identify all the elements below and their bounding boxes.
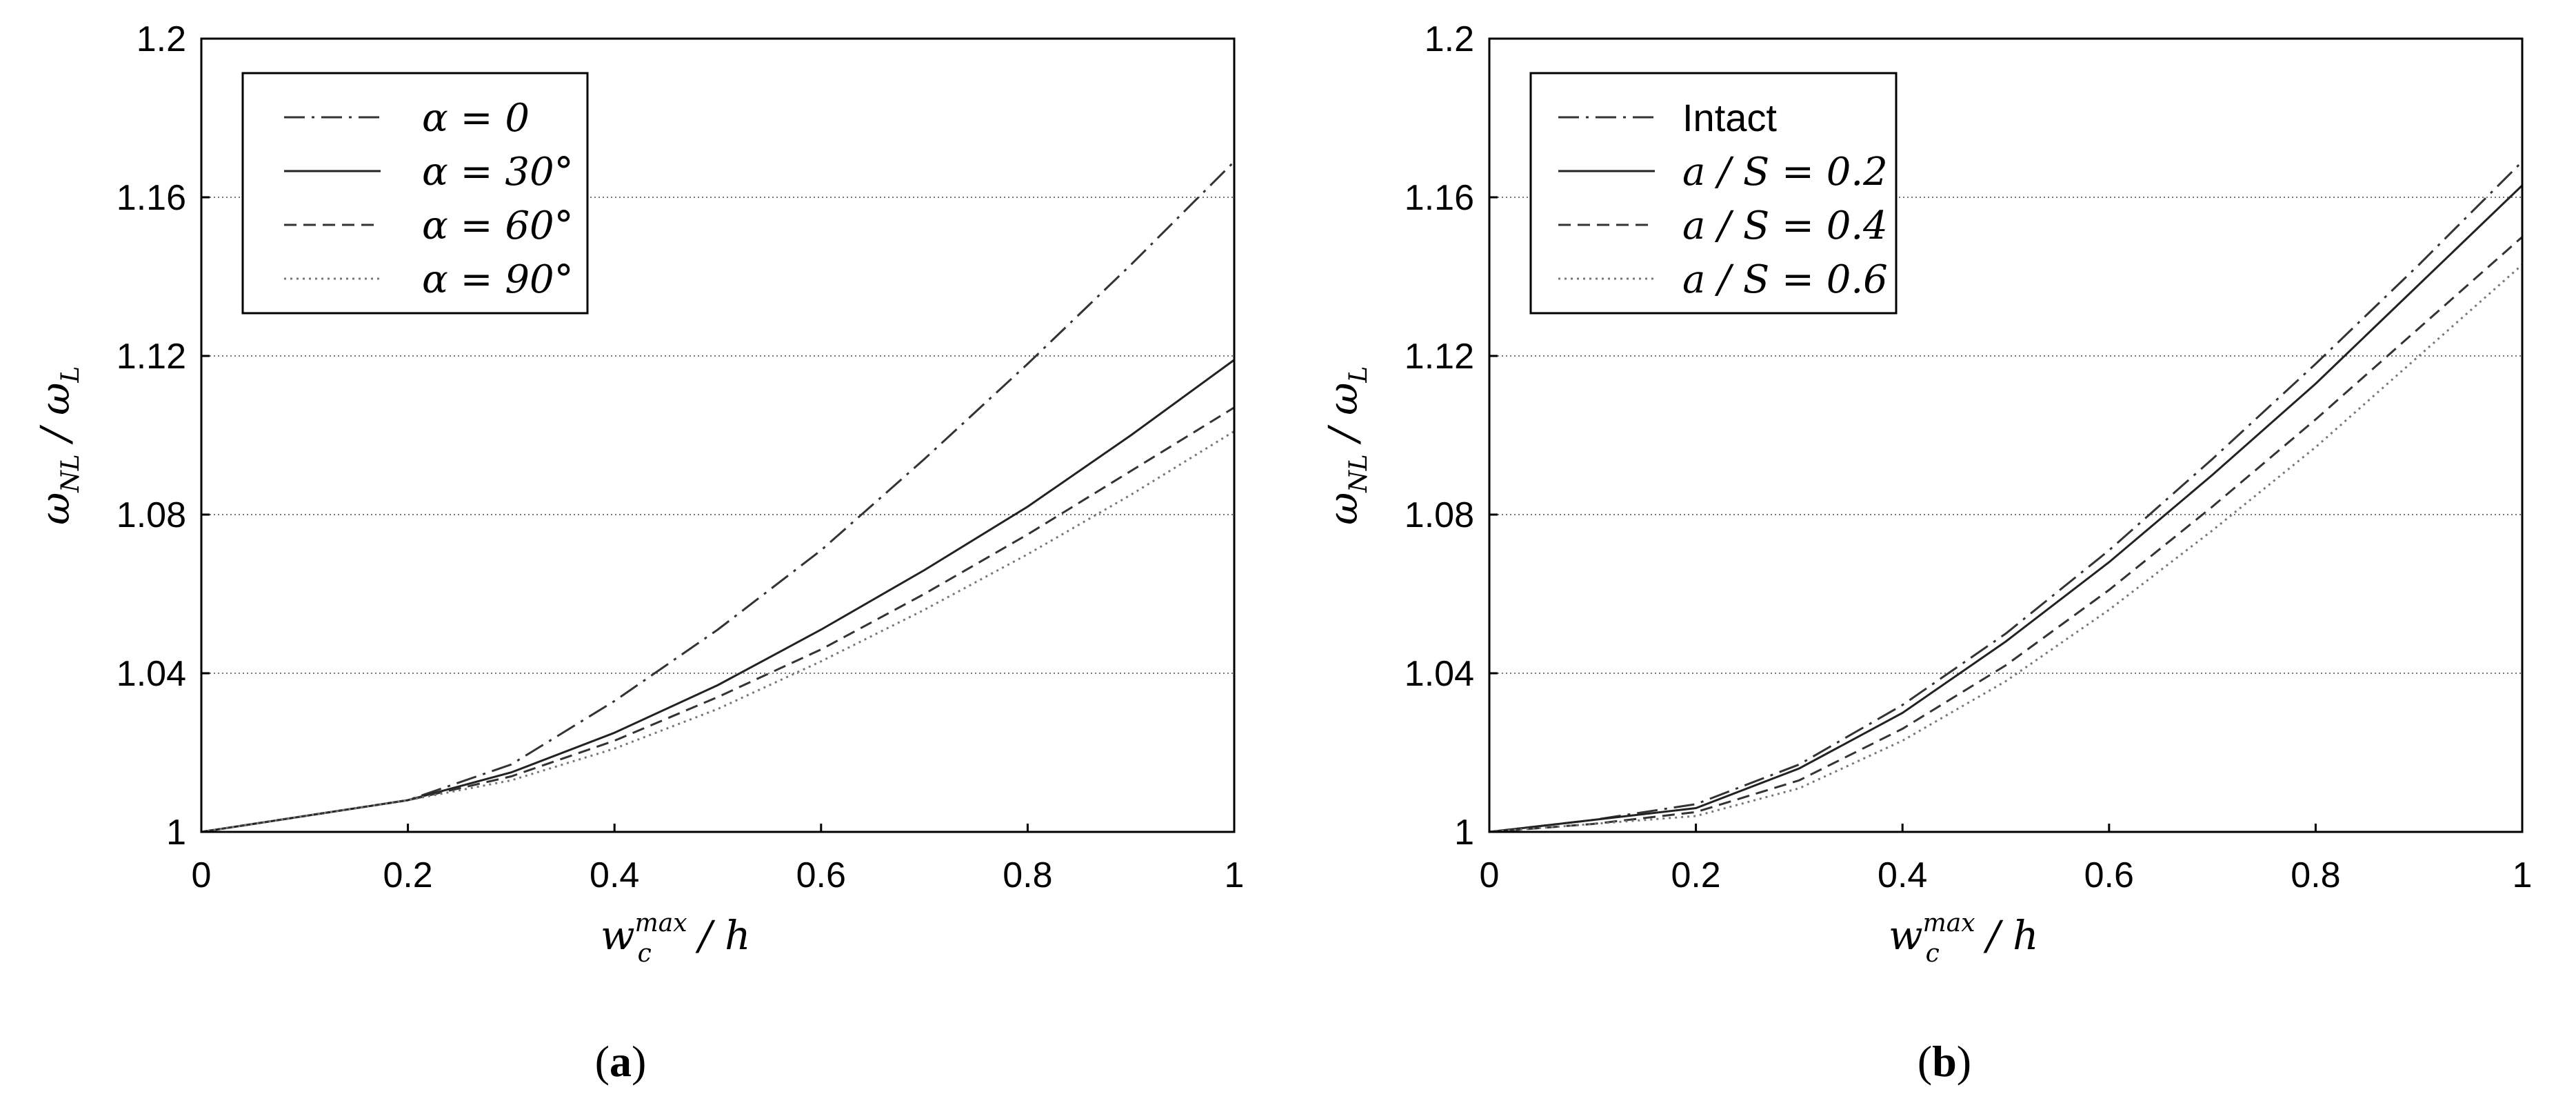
y-tick-label: 1	[1454, 813, 1474, 853]
y-label-slash: /	[1320, 415, 1367, 454]
series-line-0	[201, 161, 1236, 833]
legend-label-1: α = 30°	[422, 150, 574, 195]
x-tick-label: 0.8	[2291, 855, 2340, 895]
x-tick-label: 0	[1480, 855, 1500, 895]
y-tick-label: 1.12	[1405, 337, 1474, 377]
chart-panel-b: 1 1.04 1.08 1.12 1.16 1.2 0 0.2 0.4 0.6 0.8 1 ωNL …	[1288, 0, 2576, 1103]
y-label-sub-nl: NL	[1345, 454, 1373, 493]
chart-panel-a: 1 1.04 1.08 1.12 1.16 1.2 0 0.2 0.4 0.6 0.8 1 ωNL …	[32, 19, 1245, 1086]
grid-lines	[201, 197, 1234, 674]
x-label-sub: c	[638, 940, 652, 968]
y-label-omega-l: ω	[32, 383, 79, 415]
y-label-slash: /	[32, 415, 79, 454]
y-tick-label: 1.16	[1405, 178, 1474, 218]
grid-lines	[1489, 197, 2522, 674]
legend-box	[241, 72, 589, 315]
y-label-omega-nl: ω	[1320, 493, 1367, 525]
series-line-3	[201, 430, 1235, 833]
y-tick-labels: 1 1.04 1.08 1.12 1.16 1.2	[117, 19, 210, 853]
legend-label-1: a / S = 0.2	[1682, 150, 1888, 195]
legend-label-3: α = 90°	[422, 257, 574, 302]
x-tick-label: 0.4	[1878, 855, 1927, 895]
chart-a-canvas: 1 1.04 1.08 1.12 1.16 1.2 0 0.2 0.4 0.6 0.8 1 ωNL …	[32, 19, 1245, 1086]
y-tick-label: 1.08	[117, 495, 186, 535]
y-tick-label: 1.04	[1405, 654, 1474, 694]
plot-frame	[1488, 37, 2524, 833]
y-axis-label: ωNL / ωL	[32, 366, 85, 525]
legend-label-0: α = 0	[422, 96, 530, 141]
x-tick-label: 0.6	[2084, 855, 2134, 895]
plot-lines	[1489, 161, 2524, 833]
plot-lines	[201, 161, 1236, 833]
series-line-1	[1489, 184, 2524, 833]
x-tick-label: 0.4	[590, 855, 639, 895]
y-axis-label: ωNL / ωL	[1320, 366, 1373, 525]
legend: Intact a / S = 0.2 a / S = 0.4 a / S = 0.6	[1529, 72, 1898, 315]
x-label-w: w	[1889, 912, 1923, 959]
x-tick-label: 0.8	[1003, 855, 1052, 895]
y-label-sub-l: L	[57, 366, 85, 384]
legend-box	[1529, 72, 1898, 315]
legend-label-2: a / S = 0.4	[1682, 203, 1888, 248]
x-label-rest: / h	[1974, 912, 2039, 959]
legend-label-0: Intact	[1682, 96, 1777, 139]
series-line-0	[1489, 161, 2524, 833]
legend-label-2: α = 60°	[422, 203, 574, 248]
legend-label-3: a / S = 0.6	[1682, 257, 1888, 302]
x-tick-label: 0.6	[796, 855, 846, 895]
series-line-2	[1489, 236, 2523, 833]
y-label-omega-l: ω	[1320, 383, 1367, 415]
plot-frame	[200, 37, 1236, 833]
y-tick-label: 1	[166, 813, 186, 853]
chart-b-canvas: 1 1.04 1.08 1.12 1.16 1.2 0 0.2 0.4 0.6 0.8 1 ωNL …	[1320, 19, 2533, 1086]
x-axis-label: wmax c / h	[1889, 909, 2039, 968]
x-label-w: w	[601, 912, 635, 959]
caption-b: (b)	[1918, 1037, 1971, 1086]
x-tick-labels: 0 0.2 0.4 0.6 0.8 1	[192, 824, 1245, 895]
x-tick-label: 1	[2513, 855, 2533, 895]
x-tick-label: 1	[1225, 855, 1245, 895]
y-tick-label: 1.04	[117, 654, 186, 694]
series-line-3	[1489, 264, 2523, 833]
legend: α = 0 α = 30° α = 60° α = 90°	[241, 72, 589, 315]
y-tick-label: 1.2	[1425, 19, 1474, 59]
y-label-sub-l: L	[1345, 366, 1373, 384]
caption-a: (a)	[595, 1037, 647, 1086]
y-label-sub-nl: NL	[57, 454, 85, 493]
x-label-sub: c	[1926, 940, 1940, 968]
x-tick-label: 0.2	[383, 855, 432, 895]
y-tick-labels: 1 1.04 1.08 1.12 1.16 1.2	[1405, 19, 1498, 853]
x-label-rest: / h	[686, 912, 751, 959]
x-label-sup: max	[635, 909, 687, 937]
x-tick-labels: 0 0.2 0.4 0.6 0.8 1	[1480, 824, 2533, 895]
x-tick-label: 0	[192, 855, 212, 895]
x-label-sup: max	[1923, 909, 1975, 937]
y-label-omega-nl: ω	[32, 493, 79, 525]
y-tick-label: 1.16	[117, 178, 186, 218]
series-line-1	[201, 359, 1235, 833]
x-tick-label: 0.2	[1671, 855, 1720, 895]
y-tick-label: 1.12	[117, 337, 186, 377]
y-tick-label: 1.08	[1405, 495, 1474, 535]
y-tick-label: 1.2	[137, 19, 186, 59]
x-axis-label: wmax c / h	[601, 909, 751, 968]
